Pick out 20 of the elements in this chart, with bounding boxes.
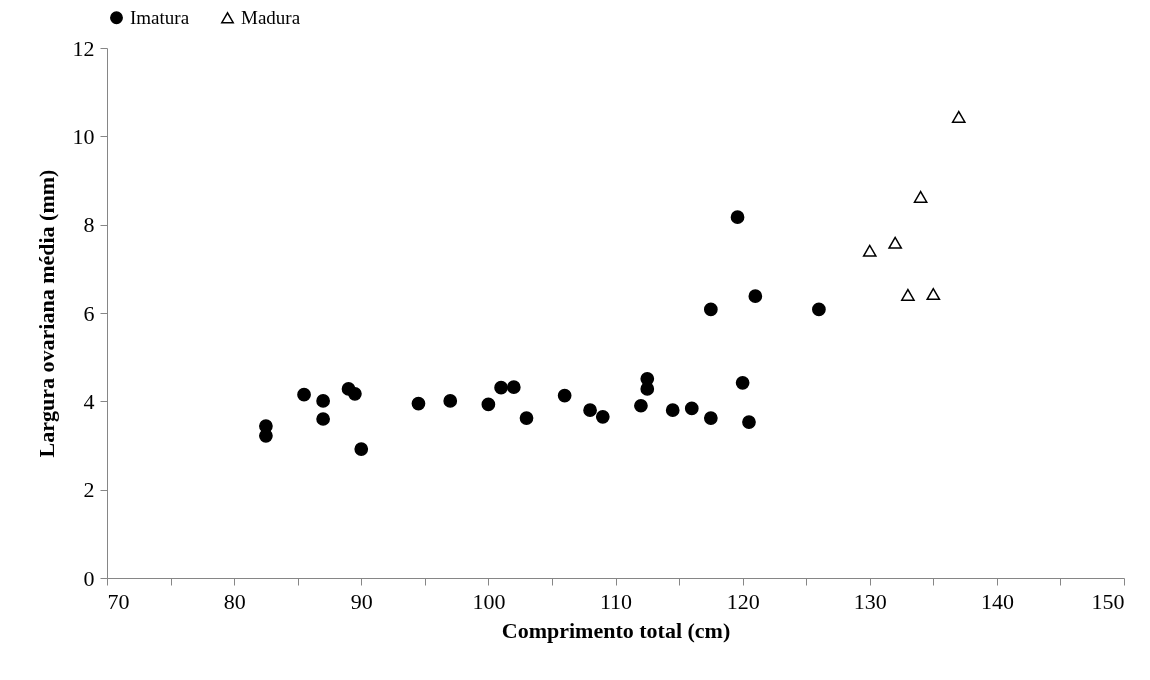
y-tick-label: 8 — [83, 212, 95, 238]
y-tick-label: 12 — [72, 35, 95, 61]
y-tick-label: 4 — [83, 388, 95, 414]
x-tick-label: 130 — [853, 588, 887, 614]
y-tick-label: 6 — [83, 300, 95, 326]
y-axis-title: Largura ovariana média (mm) — [33, 169, 59, 458]
x-tick-label: 110 — [599, 588, 633, 614]
x-tick-label: 100 — [472, 588, 506, 614]
legend-label: Madura — [241, 6, 301, 28]
x-tick-label: 150 — [1091, 588, 1125, 614]
y-tick-label: 2 — [83, 477, 95, 503]
y-tick-label: 10 — [72, 123, 95, 149]
x-tick-label: 90 — [350, 588, 373, 614]
x-tick-label: 80 — [223, 588, 246, 614]
x-tick-label: 70 — [107, 588, 130, 614]
x-tick-label: 140 — [980, 588, 1014, 614]
y-tick-label: 0 — [83, 565, 95, 591]
legend-label: Imatura — [130, 6, 190, 28]
x-axis-title: Comprimento total (cm) — [501, 617, 731, 643]
x-tick-label: 120 — [726, 588, 760, 614]
